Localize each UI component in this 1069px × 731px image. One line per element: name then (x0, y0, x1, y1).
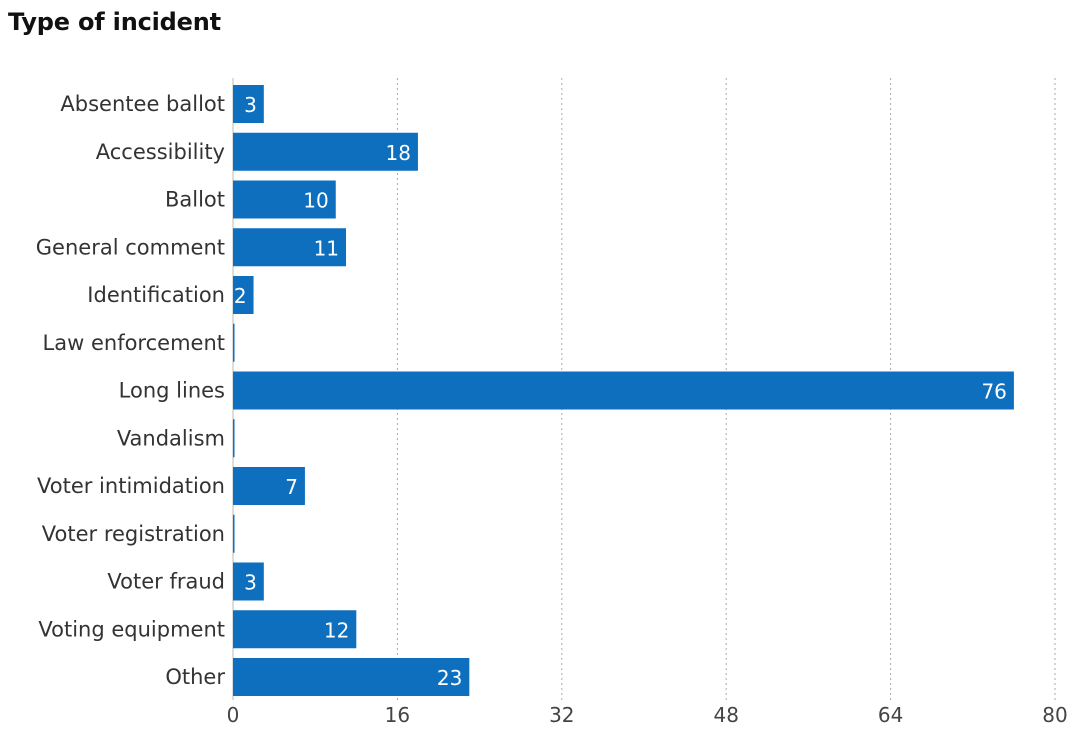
bar-5 (233, 323, 235, 362)
value-label-2: 10 (303, 189, 328, 213)
x-tick-label-80: 80 (1042, 703, 1067, 727)
value-label-11: 12 (324, 618, 349, 642)
bar-0 (233, 85, 264, 123)
category-label-1: Accessibility (96, 140, 225, 164)
value-label-12: 23 (437, 666, 462, 690)
x-tick-label-64: 64 (878, 703, 903, 727)
value-label-10: 3 (244, 571, 257, 595)
category-label-3: General comment (36, 235, 225, 259)
category-label-12: Other (165, 665, 225, 689)
bar-11 (233, 610, 357, 649)
bar-6 (233, 371, 1014, 410)
value-label-3: 11 (314, 236, 339, 260)
bar-10 (233, 562, 264, 601)
value-label-6: 76 (981, 380, 1006, 404)
category-label-7: Vandalism (117, 426, 225, 450)
value-label-8: 7 (285, 475, 298, 499)
bar-2 (233, 180, 336, 219)
x-tick-label-16: 16 (385, 703, 410, 727)
category-label-8: Voter intimidation (37, 474, 225, 498)
category-label-5: Law enforcement (43, 331, 225, 355)
bar-1 (233, 132, 418, 171)
category-label-0: Absentee ballot (60, 92, 225, 116)
bar-layer (233, 85, 1014, 696)
category-label-9: Voter registration (42, 522, 225, 546)
category-label-4: Identification (87, 283, 225, 307)
bar-12 (233, 658, 470, 696)
category-label-11: Voting equipment (38, 617, 225, 641)
bar-4 (233, 276, 254, 314)
category-label-10: Voter fraud (107, 570, 225, 594)
x-tick-label-48: 48 (713, 703, 738, 727)
category-label-2: Ballot (165, 188, 225, 212)
label-layer: Absentee ballot 3 Accessibility 18 Ballot 10 G… (36, 92, 1007, 690)
value-label-0: 3 (244, 93, 257, 117)
value-label-4: 2 (234, 284, 247, 308)
bar-7 (233, 419, 235, 458)
bar-9 (233, 514, 235, 553)
x-tick-label-0: 0 (227, 703, 240, 727)
bar-3 (233, 228, 347, 267)
x-axis-ticks: 0 16 32 48 64 80 (227, 703, 1068, 727)
bar-8 (233, 467, 305, 505)
chart-title: Type of incident (8, 8, 221, 36)
value-label-1: 18 (385, 141, 410, 165)
category-label-6: Long lines (119, 379, 225, 403)
x-tick-label-32: 32 (549, 703, 574, 727)
